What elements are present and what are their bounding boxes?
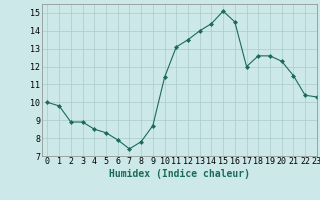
X-axis label: Humidex (Indice chaleur): Humidex (Indice chaleur) <box>109 169 250 179</box>
